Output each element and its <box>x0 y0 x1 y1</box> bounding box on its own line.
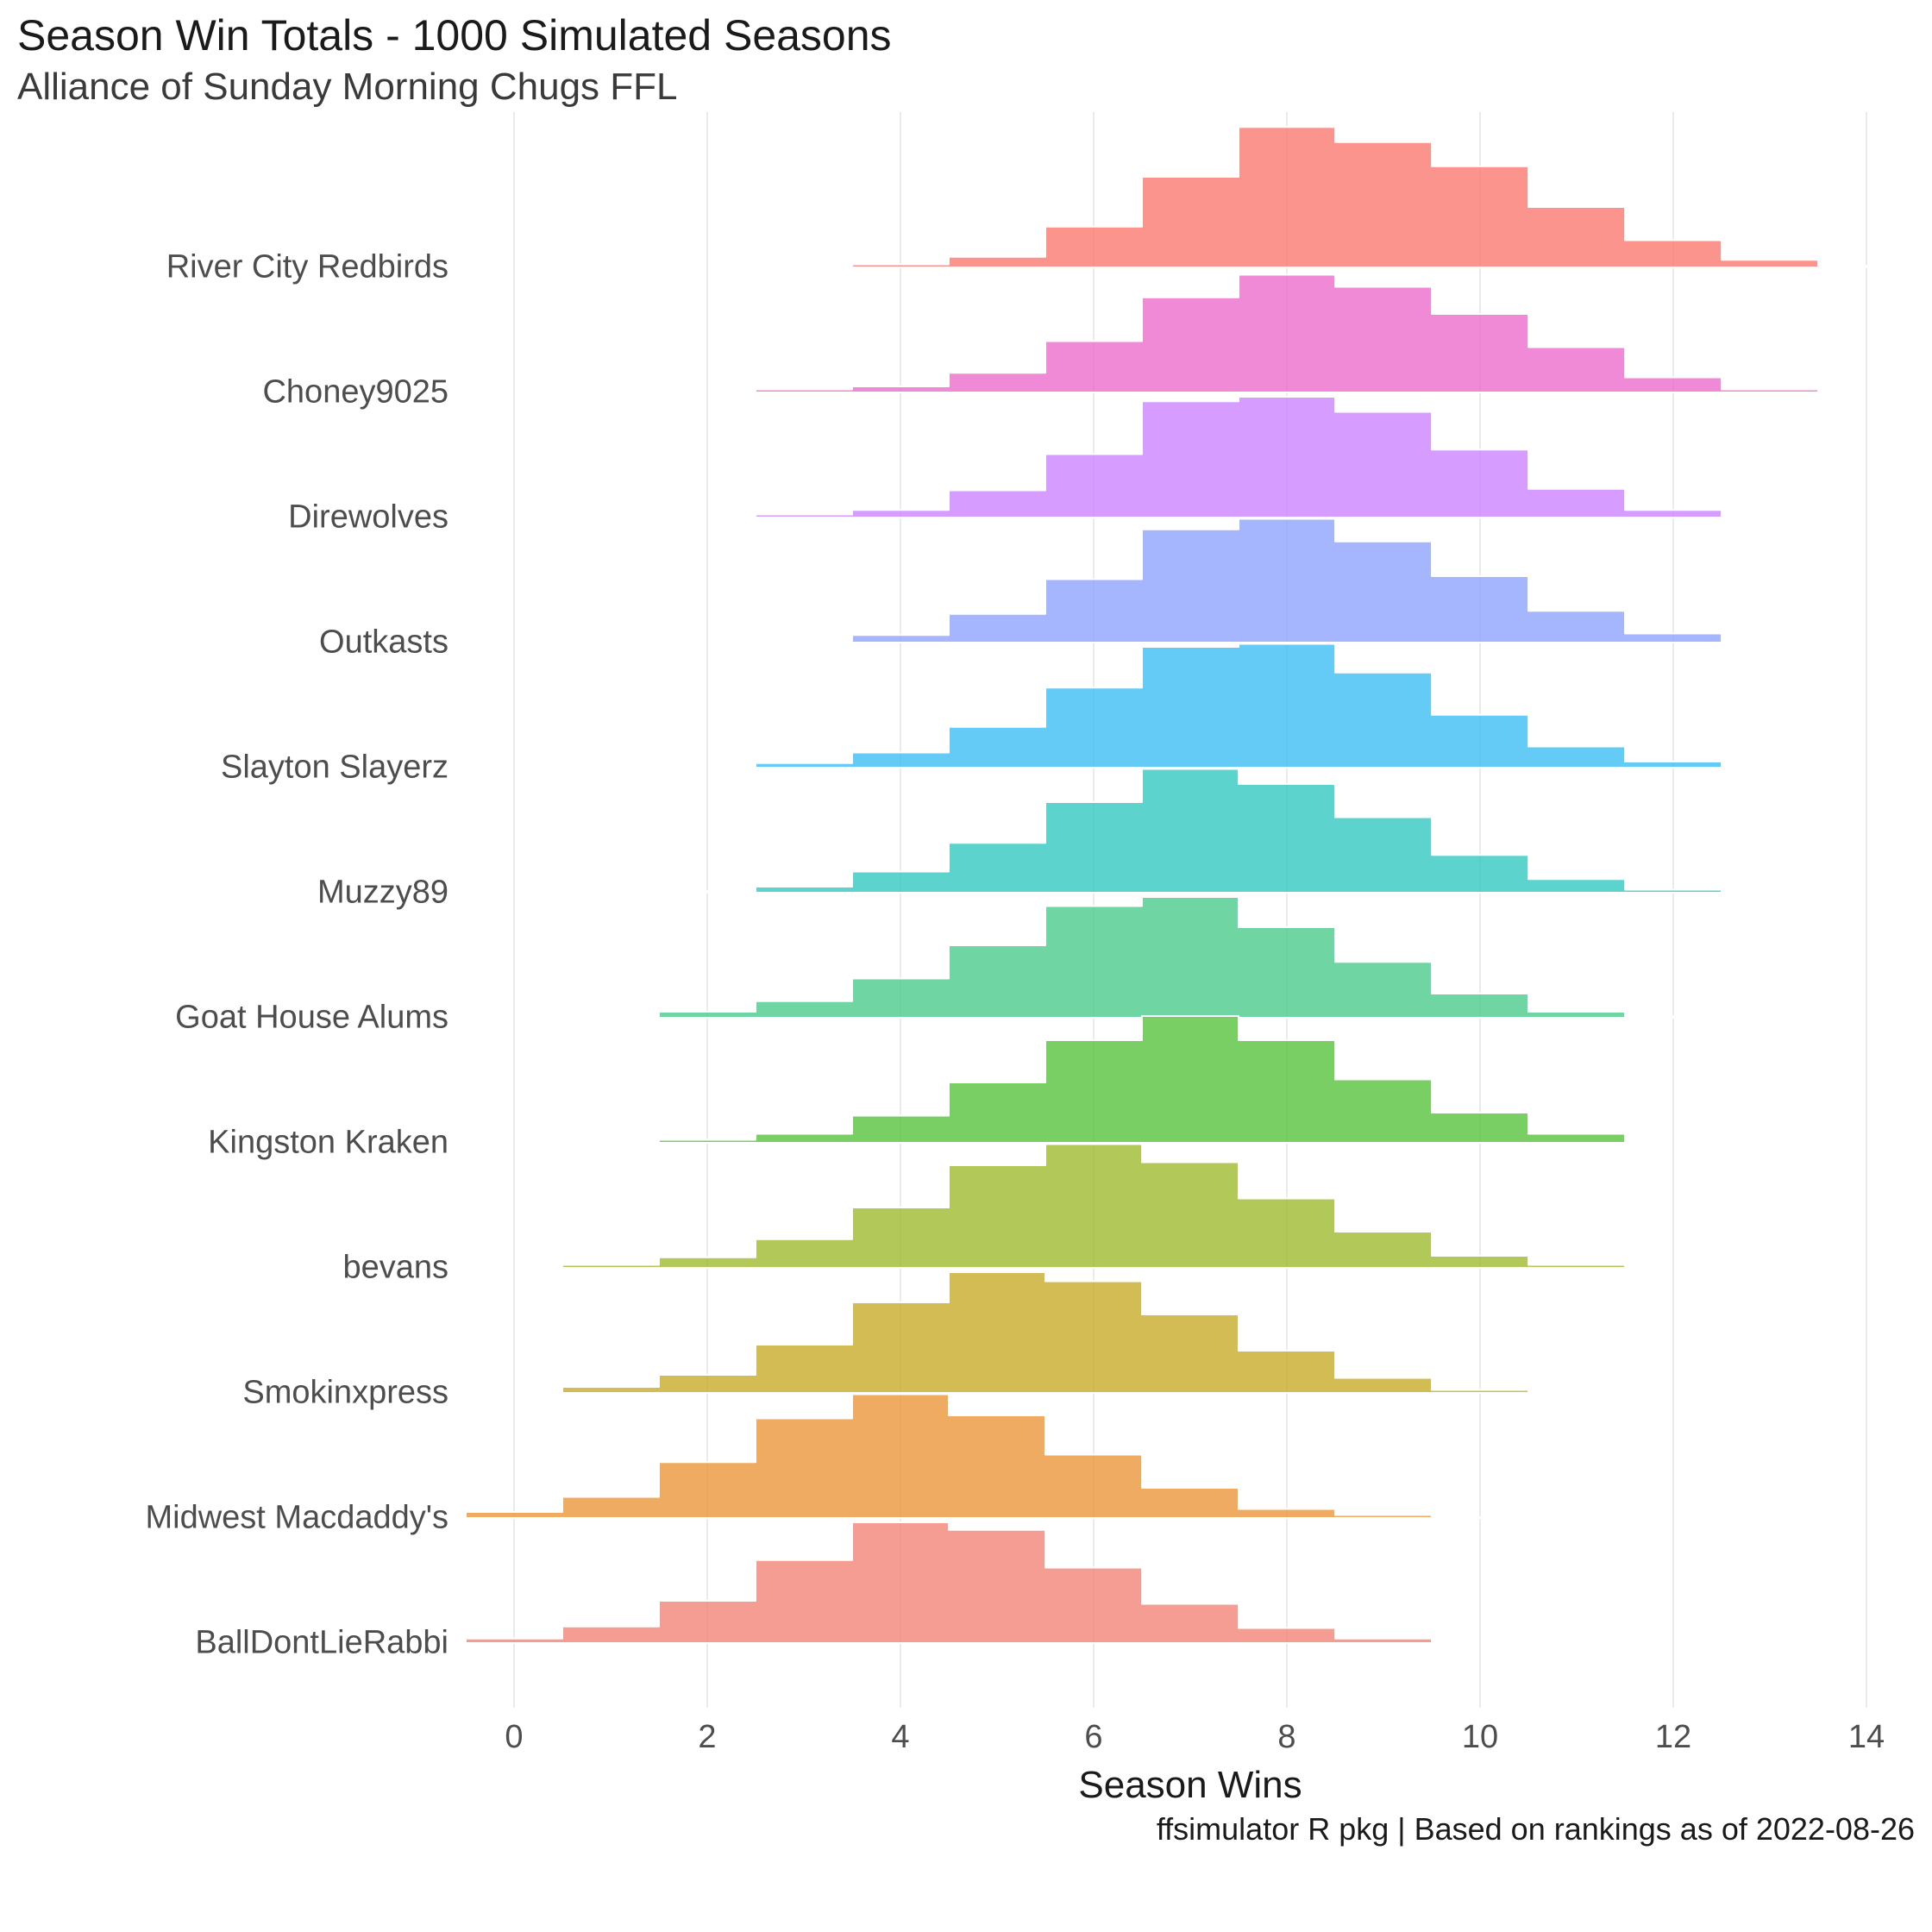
x-tick-label: 4 <box>891 1719 909 1756</box>
plot-area: River City Redbirds Choney9025 Direwolves O… <box>17 112 1915 1837</box>
chart-container: Season Win Totals - 1000 Simulated Seaso… <box>0 0 1932 1932</box>
team-label: Outkasts <box>17 624 448 662</box>
team-label: BallDontLieRabbi <box>17 1625 448 1662</box>
chart-subtitle: Alliance of Sunday Morning Chugs FFL <box>17 66 678 109</box>
x-tick-label: 10 <box>1462 1719 1498 1756</box>
team-label: Kingston Kraken <box>17 1125 448 1162</box>
x-tick-label: 12 <box>1655 1719 1691 1756</box>
ridge-path <box>466 1522 1432 1643</box>
team-label: Smokinxpress <box>17 1375 448 1412</box>
team-label: River City Redbirds <box>17 249 448 286</box>
x-tick-label: 6 <box>1084 1719 1102 1756</box>
x-tick-label: 8 <box>1277 1719 1295 1756</box>
team-label: Midwest Macdaddy's <box>17 1500 448 1537</box>
chart-panel <box>466 112 1915 1708</box>
chart-title: Season Win Totals - 1000 Simulated Seaso… <box>17 10 892 60</box>
team-label: bevans <box>17 1250 448 1287</box>
team-label: Goat House Alums <box>17 1000 448 1037</box>
chart-caption: ffsimulator R pkg | Based on rankings as… <box>466 1811 1915 1847</box>
x-tick-label: 2 <box>698 1719 716 1756</box>
x-axis-title: Season Wins <box>466 1764 1915 1807</box>
team-label: Slayton Slayerz <box>17 750 448 787</box>
team-label: Direwolves <box>17 499 448 536</box>
team-label: Muzzy89 <box>17 875 448 912</box>
y-axis-labels: River City Redbirds Choney9025 Direwolves O… <box>17 112 448 1837</box>
x-tick-label: 14 <box>1848 1719 1885 1756</box>
ridge-histogram <box>466 1490 1915 1645</box>
team-label: Choney9025 <box>17 374 448 411</box>
x-tick-label: 0 <box>505 1719 523 1756</box>
